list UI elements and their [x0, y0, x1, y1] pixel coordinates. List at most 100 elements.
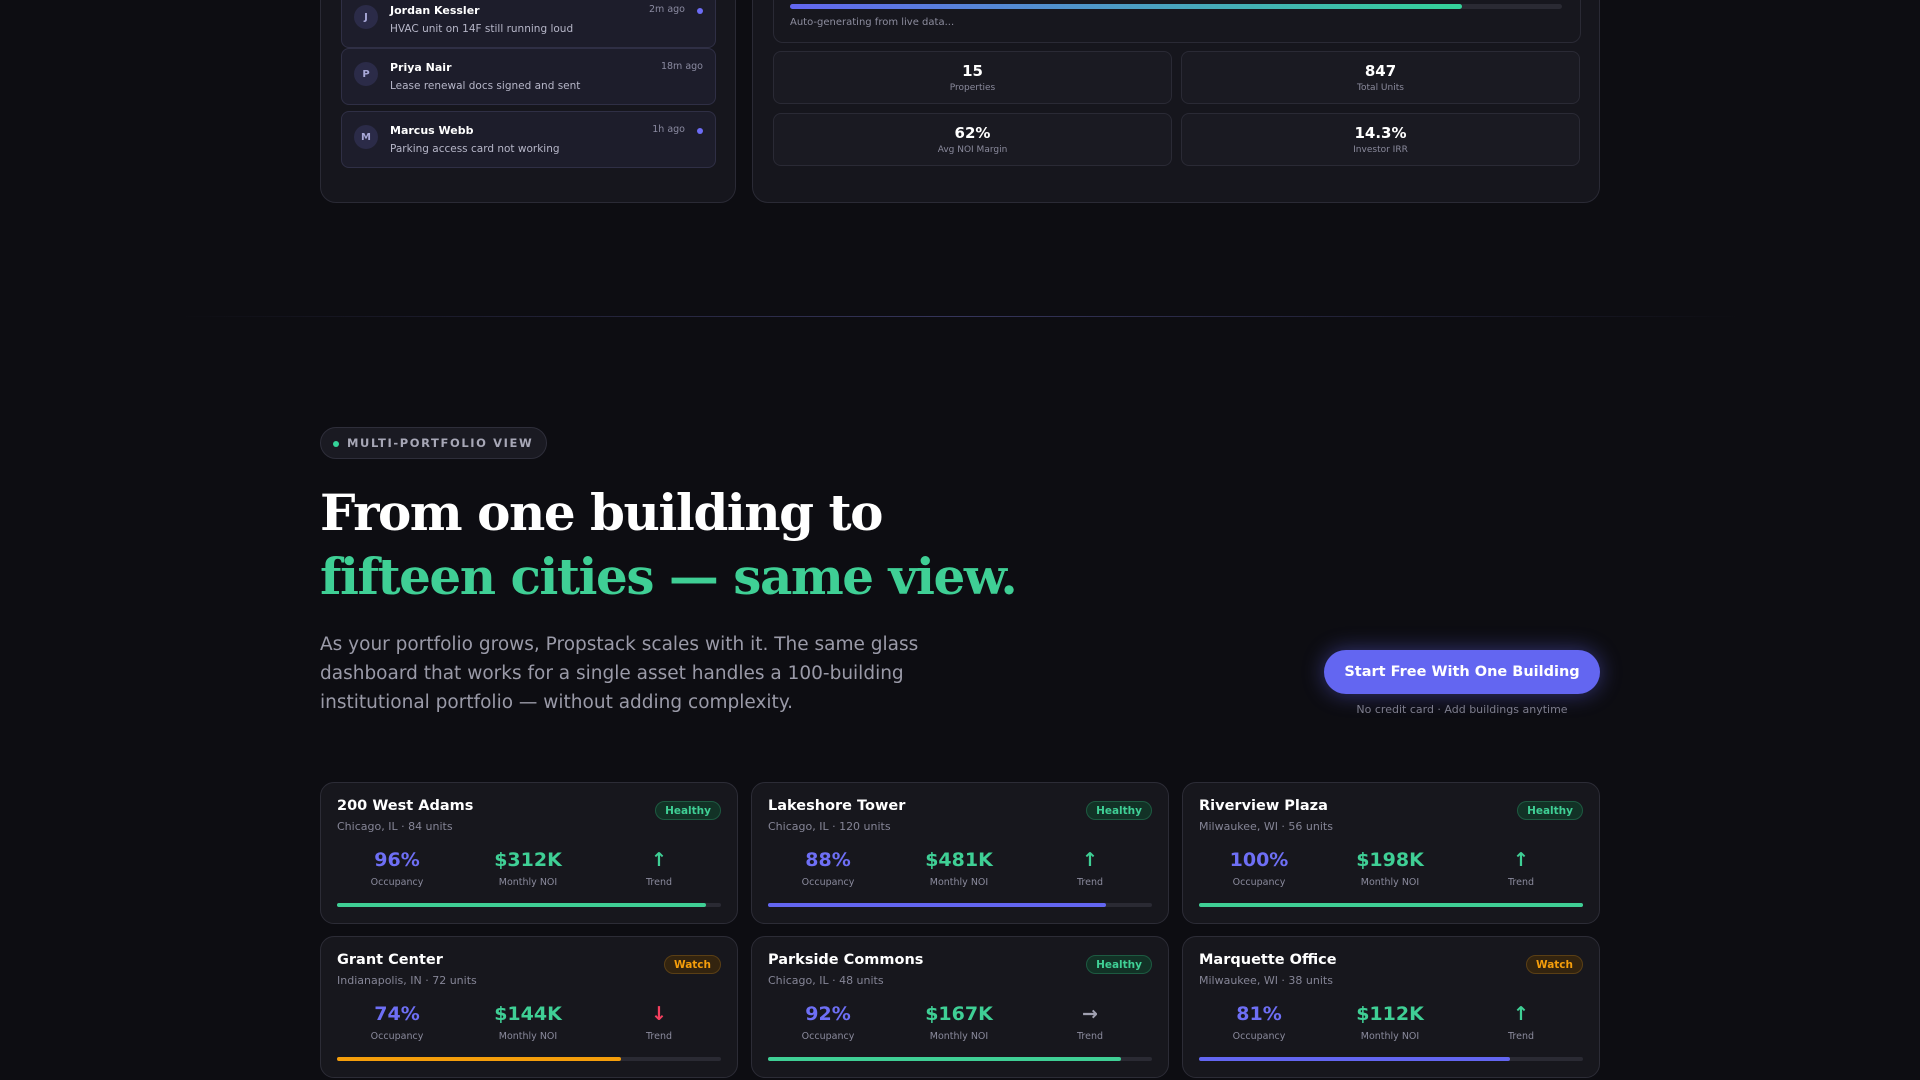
property-location: Indianapolis, IN · 72 units [337, 974, 477, 987]
occupancy-value: 92% [805, 1003, 851, 1025]
message-time: 18m ago [660, 61, 703, 72]
message-sender: Priya Nair [390, 61, 452, 74]
trend-metric: → Trend [1030, 1003, 1150, 1042]
occupancy-value: 88% [805, 849, 851, 871]
occupancy-bar [768, 1057, 1152, 1061]
stat-total-units: 847 Total Units [1181, 51, 1580, 104]
avatar: P [354, 62, 378, 86]
occupancy-metric: 74% Occupancy [337, 1003, 457, 1042]
noi-label: Monthly NOI [929, 1031, 989, 1042]
property-location: Milwaukee, WI · 56 units [1199, 820, 1333, 833]
occupancy-value: 100% [1229, 849, 1289, 871]
status-badge: Watch [1525, 955, 1583, 974]
property-card[interactable]: Lakeshore Tower Chicago, IL · 120 units He… [751, 782, 1169, 924]
stat-label: Investor IRR [1353, 145, 1408, 155]
occupancy-bar-fill [1199, 903, 1583, 907]
stat-value: 14.3% [1354, 124, 1407, 142]
property-card[interactable]: Parkside Commons Chicago, IL · 48 units He… [751, 936, 1169, 1078]
stat-noi-margin: 62% Avg NOI Margin [773, 113, 1172, 166]
property-location: Chicago, IL · 48 units [768, 974, 884, 987]
avatar: J [354, 5, 378, 29]
noi-value: $144K [494, 1003, 562, 1025]
arrow-up-icon: ↑ [1082, 849, 1098, 871]
message-time: 2m ago [649, 4, 685, 15]
message-text: HVAC unit on 14F still running loud [390, 23, 574, 35]
start-free-button[interactable]: Start Free With One Building [1324, 650, 1600, 694]
property-location: Chicago, IL · 120 units [768, 820, 891, 833]
arrow-up-icon: ↑ [651, 849, 667, 871]
property-name: Riverview Plaza [1199, 798, 1328, 814]
stat-value: 15 [962, 62, 983, 80]
messages-panel: J Jordan Kessler HVAC unit on 14F still … [320, 0, 736, 203]
noi-metric: $144K Monthly NOI [468, 1003, 588, 1042]
occupancy-metric: 92% Occupancy [768, 1003, 888, 1042]
noi-value: $312K [494, 849, 562, 871]
occupancy-bar-fill [768, 903, 1106, 907]
message-sender: Jordan Kessler [390, 4, 480, 17]
stat-label: Total Units [1357, 83, 1404, 93]
trend-label: Trend [646, 877, 672, 888]
report-progress-box: Auto-generating from live data... [773, 0, 1581, 43]
message-item[interactable]: M Marcus Webb Parking access card not wo… [341, 111, 716, 168]
property-name: Marquette Office [1199, 952, 1337, 968]
stat-value: 62% [954, 124, 991, 142]
property-card[interactable]: Grant Center Indianapolis, IN · 72 units W… [320, 936, 738, 1078]
noi-label: Monthly NOI [1360, 877, 1420, 888]
arrow-down-icon: ↓ [651, 1003, 667, 1025]
trend-label: Trend [646, 1031, 672, 1042]
arrow-right-icon: → [1082, 1003, 1098, 1025]
trend-label: Trend [1508, 877, 1534, 888]
property-name: Lakeshore Tower [768, 798, 906, 814]
stat-value: 847 [1364, 62, 1397, 80]
property-card[interactable]: 200 West Adams Chicago, IL · 84 units Heal… [320, 782, 738, 924]
occupancy-bar [1199, 1057, 1583, 1061]
message-sender: Marcus Webb [390, 124, 474, 137]
unread-dot-icon [697, 8, 703, 14]
property-card[interactable]: Riverview Plaza Milwaukee, WI · 56 units H… [1182, 782, 1600, 924]
trend-metric: ↑ Trend [1461, 1003, 1581, 1042]
occupancy-value: 96% [374, 849, 420, 871]
noi-value: $481K [925, 849, 993, 871]
occupancy-label: Occupancy [1232, 1031, 1286, 1042]
trend-metric: ↑ Trend [1461, 849, 1581, 888]
occupancy-bar-fill [337, 903, 706, 907]
occupancy-value: 81% [1236, 1003, 1282, 1025]
noi-label: Monthly NOI [1360, 1031, 1420, 1042]
status-badge: Healthy [1086, 955, 1152, 974]
noi-value: $112K [1356, 1003, 1424, 1025]
status-badge: Watch [663, 955, 721, 974]
trend-metric: ↑ Trend [1030, 849, 1150, 888]
trend-label: Trend [1077, 1031, 1103, 1042]
occupancy-bar [337, 1057, 721, 1061]
noi-label: Monthly NOI [498, 1031, 558, 1042]
status-badge: Healthy [1517, 801, 1583, 820]
occupancy-label: Occupancy [801, 1031, 855, 1042]
property-location: Chicago, IL · 84 units [337, 820, 453, 833]
occupancy-metric: 96% Occupancy [337, 849, 457, 888]
message-text: Parking access card not working [390, 143, 560, 155]
noi-label: Monthly NOI [498, 877, 558, 888]
noi-label: Monthly NOI [929, 877, 989, 888]
property-card[interactable]: Marquette Office Milwaukee, WI · 38 units… [1182, 936, 1600, 1078]
occupancy-label: Occupancy [1232, 877, 1286, 888]
occupancy-label: Occupancy [370, 1031, 424, 1042]
pill-dot-icon [333, 441, 339, 447]
occupancy-bar-fill [1199, 1057, 1511, 1061]
occupancy-metric: 100% Occupancy [1199, 849, 1319, 888]
stat-label: Avg NOI Margin [937, 145, 1008, 155]
occupancy-metric: 88% Occupancy [768, 849, 888, 888]
message-item[interactable]: J Jordan Kessler HVAC unit on 14F still … [341, 0, 716, 48]
arrow-up-icon: ↑ [1513, 849, 1529, 871]
arrow-up-icon: ↑ [1513, 1003, 1529, 1025]
property-name: 200 West Adams [337, 798, 474, 814]
occupancy-bar-fill [337, 1057, 622, 1061]
trend-metric: ↓ Trend [599, 1003, 719, 1042]
message-item[interactable]: P Priya Nair Lease renewal docs signed a… [341, 48, 716, 105]
occupancy-label: Occupancy [370, 877, 424, 888]
headline-line-1: From one building to [320, 483, 883, 542]
headline-line-2: fifteen cities — same view. [320, 547, 1018, 606]
noi-metric: $312K Monthly NOI [468, 849, 588, 888]
occupancy-bar [768, 903, 1152, 907]
trend-label: Trend [1077, 877, 1103, 888]
